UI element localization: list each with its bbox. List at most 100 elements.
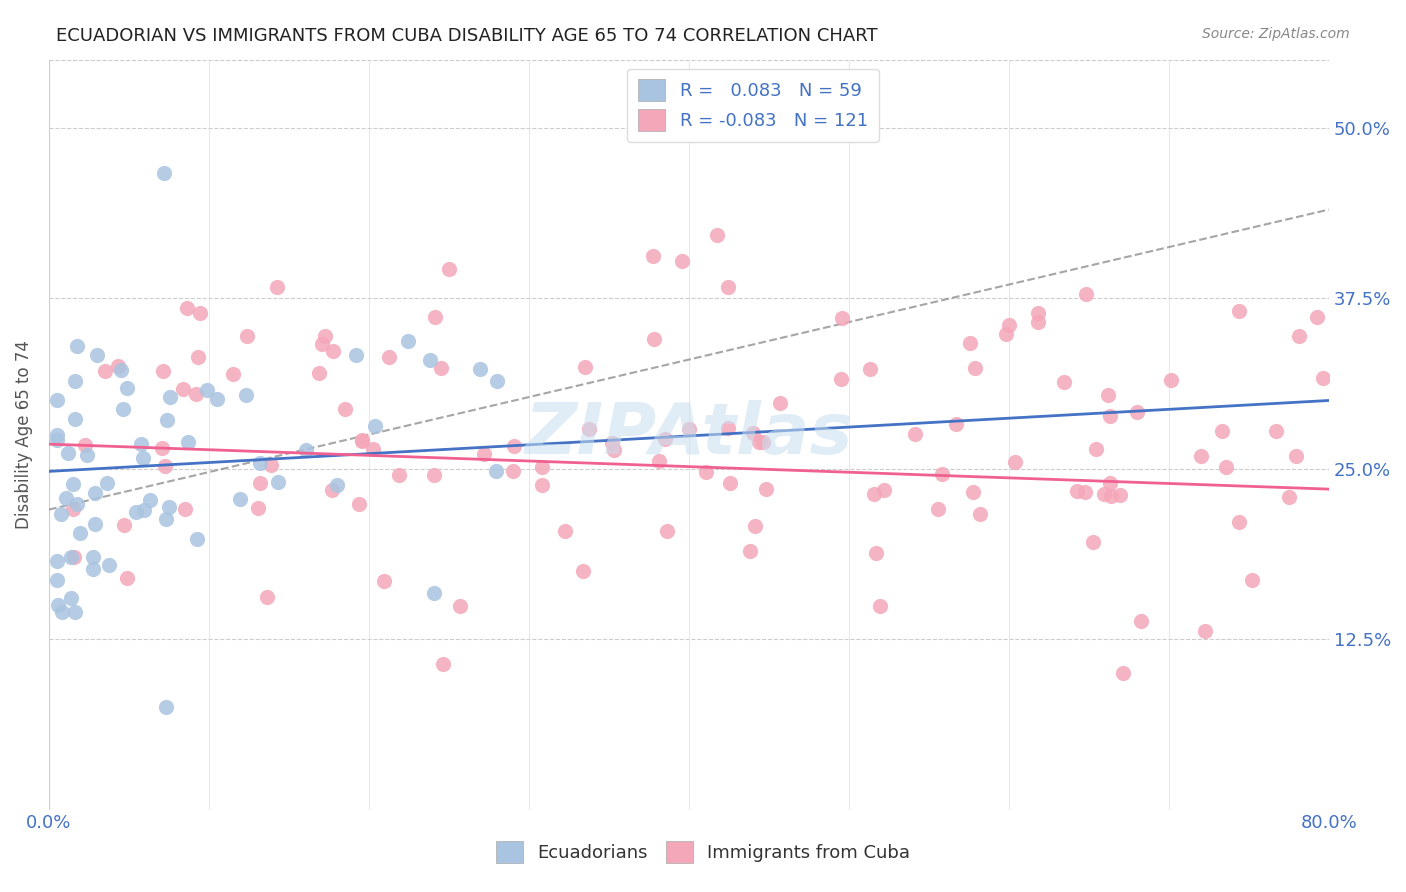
Point [321,483,343,498]
Point [46,393,69,408]
Point [59,549,82,564]
Point [207,392,229,407]
Point [347,497,370,511]
Point [470,362,492,376]
Point [643,333,665,347]
Legend: Ecuadorians, Immigrants from Cuba: Ecuadorians, Immigrants from Cuba [485,830,921,874]
Point [486,374,509,388]
Point [1066,483,1088,498]
Point [1227,304,1250,318]
Point [236,329,259,343]
Point [107,359,129,373]
Point [643,249,665,263]
Point [748,434,770,449]
Point [186,533,208,547]
Y-axis label: Disability Age 65 to 74: Disability Age 65 to 74 [15,340,32,529]
Point [63,411,86,425]
Point [350,433,373,447]
Point [46,433,69,447]
Point [58,445,80,459]
Point [1278,490,1301,504]
Point [46,428,69,442]
Point [869,599,891,613]
Point [1026,315,1049,329]
Point [706,227,728,242]
Point [903,427,925,442]
Point [82,562,104,576]
Point [1004,455,1026,469]
Point [177,435,200,450]
Point [502,464,524,478]
Point [249,456,271,470]
Point [995,327,1018,342]
Point [1312,370,1334,384]
Point [308,366,330,380]
Point [423,585,446,599]
Point [150,441,173,455]
Point [945,417,967,431]
Point [769,396,792,410]
Point [449,599,471,613]
Point [959,336,981,351]
Point [1098,475,1121,490]
Point [153,459,176,474]
Point [110,363,132,377]
Point [131,436,153,450]
Point [364,419,387,434]
Point [55,491,77,505]
Point [1160,373,1182,387]
Point [157,500,180,514]
Point [654,432,676,446]
Point [1099,409,1122,424]
Point [572,564,595,578]
Point [84,517,107,532]
Point [752,434,775,449]
Point [738,543,761,558]
Point [46,573,69,587]
Point [931,467,953,482]
Point [249,475,271,490]
Point [46,554,69,568]
Point [176,301,198,315]
Point [1094,487,1116,501]
Point [187,351,209,365]
Point [1264,425,1286,439]
Point [51,605,73,619]
Point [63,605,86,619]
Point [472,447,495,461]
Point [115,571,138,585]
Point [1215,460,1237,475]
Point [671,253,693,268]
Point [172,382,194,396]
Point [84,485,107,500]
Point [1112,666,1135,681]
Point [62,550,84,565]
Point [188,306,211,320]
Point [502,439,524,453]
Point [858,362,880,376]
Point [962,484,984,499]
Point [678,422,700,436]
Point [873,483,896,498]
Point [247,501,270,516]
Point [222,368,245,382]
Point [266,475,288,489]
Point [333,401,356,416]
Point [153,166,176,180]
Point [174,501,197,516]
Point [139,493,162,508]
Point [62,476,84,491]
Point [530,459,553,474]
Point [82,549,104,564]
Point [720,475,742,490]
Point [969,507,991,521]
Point [195,383,218,397]
Point [1288,329,1310,343]
Point [600,436,623,450]
Point [927,502,949,516]
Point [155,700,177,714]
Point [1053,376,1076,390]
Point [430,361,453,376]
Point [76,448,98,462]
Point [965,361,987,376]
